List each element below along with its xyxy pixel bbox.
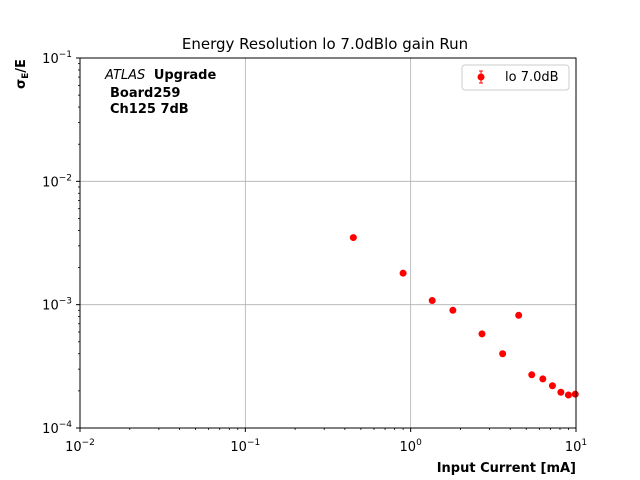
y-tick-label: 10−3 <box>42 297 72 314</box>
data-point <box>349 234 357 242</box>
y-axis-label-subscript: E <box>21 73 31 79</box>
data-point <box>571 390 579 398</box>
chart-title: Energy Resolution lo 7.0dBlo gain Run <box>182 35 468 53</box>
data-point <box>478 330 486 338</box>
data-point <box>564 391 572 399</box>
atlas-annotation: ATLAS Upgrade Board259 Ch125 7dB <box>104 68 216 117</box>
data-point <box>499 350 507 358</box>
legend: lo 7.0dB <box>461 64 570 91</box>
data-point <box>539 375 547 383</box>
x-tick-label: 101 <box>565 438 587 455</box>
annotation-upgrade: Upgrade <box>154 68 217 83</box>
data-point <box>428 297 436 305</box>
data-point <box>399 269 407 277</box>
annotation-line-1: ATLAS Upgrade <box>104 68 216 83</box>
y-axis-label-sigma: σ <box>14 79 29 89</box>
data-point <box>449 306 457 314</box>
y-axis-label: σE/E <box>14 59 31 89</box>
data-point <box>528 371 536 379</box>
data-point <box>515 311 523 319</box>
x-tick-label: 100 <box>400 438 423 455</box>
x-tick-label: 10−2 <box>65 438 95 455</box>
y-axis-label-tail: /E <box>14 59 29 73</box>
data-points <box>349 234 579 399</box>
data-point <box>548 382 556 390</box>
y-tick-label: 10−1 <box>42 50 72 67</box>
legend-marker-icon <box>477 73 485 81</box>
annotation-line-3: Ch125 7dB <box>110 102 189 117</box>
data-point <box>557 388 565 396</box>
annotation-line-2: Board259 <box>110 86 180 101</box>
y-tick-label: 10−4 <box>42 420 72 437</box>
y-tick-label: 10−2 <box>42 173 72 190</box>
x-tick-label: 10−1 <box>230 438 260 455</box>
plot-frame <box>79 57 577 429</box>
legend-label: lo 7.0dB <box>505 70 559 85</box>
annotation-atlas: ATLAS <box>104 68 145 83</box>
x-axis-label: Input Current [mA] <box>437 461 576 476</box>
axis-ticks: 10−2 10−1 100 101 10−4 10−3 10−2 10−1 <box>42 50 587 455</box>
legend-box <box>461 64 570 91</box>
